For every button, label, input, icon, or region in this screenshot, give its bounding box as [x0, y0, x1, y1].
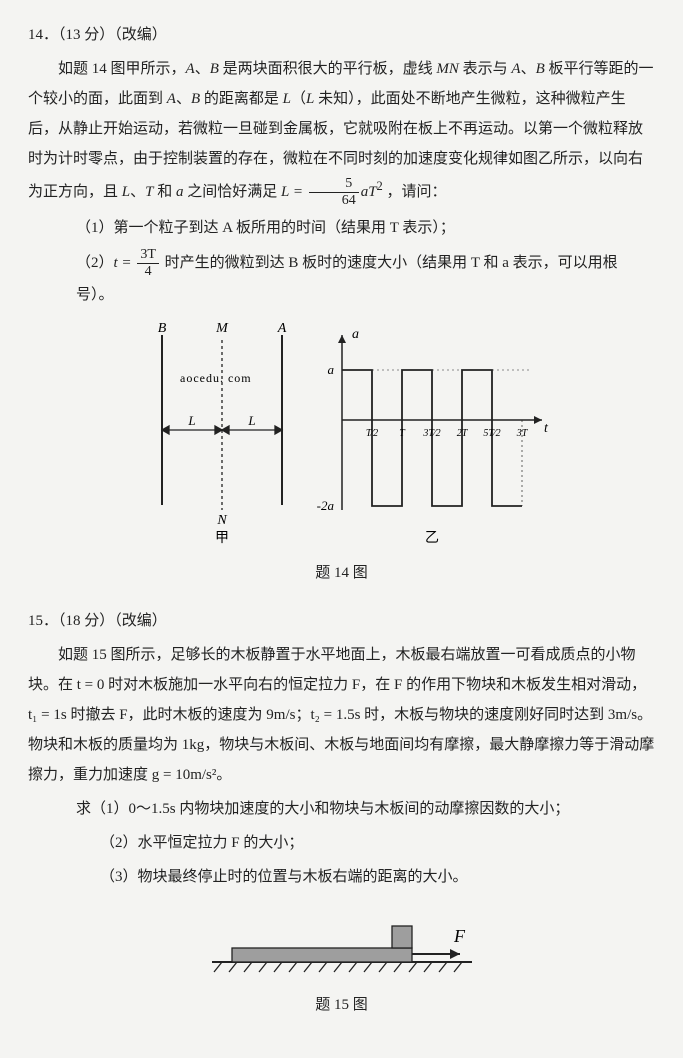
- label-A: A: [276, 321, 286, 336]
- q14-header: 14．（13 分）（改编）: [28, 20, 655, 50]
- q14-figure: B M A N 甲 L L aocedu. com: [28, 320, 655, 588]
- label-L2: L: [247, 413, 255, 428]
- question-15: 15．（18 分）（改编） 如题 15 图所示，足够长的木板静置于水平地面上，木…: [28, 606, 655, 1020]
- text: 、: [521, 61, 536, 77]
- tick-3: 2T: [456, 428, 468, 439]
- q14-sub2: （2）t = 3T4 时产生的微粒到达 B 板时的速度大小（结果用 T 和 a …: [28, 247, 655, 310]
- eq-tail: aT: [361, 184, 377, 200]
- tick-5: 3T: [515, 428, 528, 439]
- var-A: A: [511, 61, 520, 77]
- text: 、: [176, 91, 191, 107]
- tick-2: 3T⁄2: [422, 428, 440, 439]
- text: ，请问：: [387, 184, 447, 200]
- text: 、: [195, 61, 210, 77]
- eq-t: t =: [114, 255, 136, 271]
- var-L: L: [283, 91, 291, 107]
- fraction: 3T4: [137, 247, 159, 280]
- axis-a: a: [352, 327, 359, 342]
- q15-sub3: （3）物块最终停止时的位置与木板右端的距离的大小。: [28, 862, 655, 892]
- text: 如题 14 图甲所示，: [58, 61, 186, 77]
- var-B: B: [210, 61, 219, 77]
- q15-caption: 题 15 图: [28, 990, 655, 1020]
- numerator: 5: [309, 176, 359, 193]
- fraction: 564: [309, 176, 359, 209]
- q15-figure: F 题 15 图: [28, 902, 655, 1020]
- watermark: aocedu. com: [180, 371, 252, 385]
- var-B: B: [191, 91, 200, 107]
- denominator: 64: [309, 193, 359, 209]
- label-jia: 甲: [215, 531, 229, 546]
- denominator: 4: [137, 264, 159, 280]
- sup: 2: [377, 179, 383, 193]
- tick-2a: -2a: [316, 498, 334, 513]
- label-L1: L: [187, 413, 195, 428]
- var-A: A: [167, 91, 176, 107]
- q14-sub1: （1）第一个粒子到达 A 板所用的时间（结果用 T 表示）；: [28, 213, 655, 243]
- label-M: M: [215, 321, 229, 336]
- tick-1: T: [399, 428, 406, 439]
- tick-4: 5T⁄2: [483, 428, 500, 439]
- var-L: L: [122, 184, 130, 200]
- eq-lhs: L =: [281, 184, 307, 200]
- q15-paragraph: 如题 15 图所示，足够长的木板静置于水平地面上，木板最右端放置一可看成质点的小…: [28, 640, 655, 790]
- text: （2）: [76, 255, 114, 271]
- tick-a: a: [327, 362, 334, 377]
- text: 之间恰好满足: [183, 184, 281, 200]
- q14-svg: B M A N 甲 L L aocedu. com: [132, 320, 552, 550]
- text: 是两块面积很大的平行板，虚线: [219, 61, 437, 77]
- text: 和: [153, 184, 176, 200]
- question-14: 14．（13 分）（改编） 如题 14 图甲所示，A、B 是两块面积很大的平行板…: [28, 20, 655, 588]
- text: 表示与: [459, 61, 512, 77]
- label-B: B: [157, 321, 166, 336]
- q15-sub2: （2）水平恒定拉力 F 的大小；: [28, 828, 655, 858]
- q15-header: 15．（18 分）（改编）: [28, 606, 655, 636]
- var-B: B: [536, 61, 545, 77]
- tick-0: T⁄2: [365, 428, 377, 439]
- label-F: F: [453, 926, 466, 946]
- label-yi: 乙: [425, 530, 439, 546]
- q15-sub1: 求（1）0～1.5s 内物块加速度的大小和物块与木板间的动摩擦因数的大小；: [28, 794, 655, 824]
- q15-svg: F: [192, 902, 492, 982]
- q14-paragraph: 如题 14 图甲所示，A、B 是两块面积很大的平行板，虚线 MN 表示与 A、B…: [28, 54, 655, 209]
- axis-t: t: [544, 421, 549, 436]
- text: 、: [130, 184, 145, 200]
- q14-caption: 题 14 图: [28, 558, 655, 588]
- var-A: A: [186, 61, 195, 77]
- text: 的距离都是: [200, 91, 283, 107]
- var-MN: MN: [436, 61, 459, 77]
- equation: L = 564aT2: [281, 184, 387, 200]
- label-N: N: [216, 513, 227, 528]
- numerator: 3T: [137, 247, 159, 264]
- text: （: [291, 91, 306, 107]
